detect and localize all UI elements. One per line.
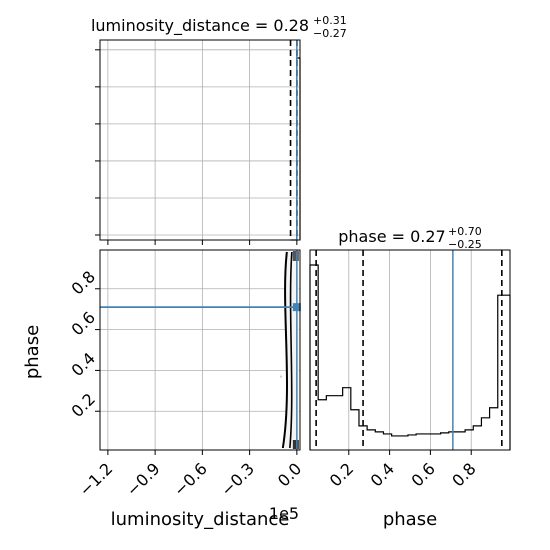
- x-tick-label-phase: 0.4: [367, 459, 398, 490]
- title-phase-minus: −0.25: [448, 238, 482, 251]
- plot-layer: 0.2 0.4 0.6 0.8 −1.2 −0.9 −0.6 −0.3 0.0 0.2 0.4 0.6…: [68, 39, 511, 500]
- histogram-phase: [309, 264, 511, 450]
- x-tick-label-luminosity-distance: −1.2: [75, 459, 116, 500]
- x-tick-label-phase: 0.2: [326, 459, 357, 490]
- y-tick-label-phase: 0.4: [68, 349, 99, 380]
- title-luminosity-distance: luminosity_distance = 0.28: [91, 16, 309, 36]
- sample-point: [279, 375, 283, 378]
- title-phase: phase = 0.27: [338, 227, 445, 246]
- x-offset-text: 1e5: [269, 504, 299, 523]
- title-phase-plus: +0.70: [448, 225, 482, 238]
- x-axis-label-luminosity-distance: luminosity_distance: [111, 509, 290, 530]
- y-tick-label-phase: 0.6: [68, 308, 99, 339]
- contour-inner: [289, 251, 293, 449]
- axes-frame-p3: [309, 249, 511, 451]
- axes-frame-p2: [99, 249, 301, 451]
- density-block-bottom: [292, 440, 299, 449]
- density-block-top: [292, 251, 299, 261]
- y-axis-label-phase: phase: [22, 325, 43, 379]
- x-axis-label-phase: phase: [383, 509, 437, 530]
- axes-frame-p1: [99, 39, 301, 241]
- contour-outer: [281, 251, 288, 449]
- truth-marker: [292, 303, 301, 312]
- title-luminosity-distance-plus: +0.31: [313, 14, 347, 27]
- y-tick-label-phase: 0.8: [68, 267, 99, 298]
- x-tick-label-luminosity-distance: −0.3: [217, 459, 258, 500]
- x-tick-label-phase: 0.6: [407, 459, 438, 490]
- x-tick-label-luminosity-distance: −0.6: [170, 459, 211, 500]
- x-tick-label-luminosity-distance: −0.9: [123, 459, 164, 500]
- x-tick-label-phase: 0.8: [448, 459, 479, 490]
- title-luminosity-distance-minus: −0.27: [313, 27, 347, 40]
- y-tick-label-phase: 0.2: [68, 389, 99, 420]
- x-tick-label-luminosity-distance: 0.0: [274, 459, 305, 490]
- histogram-luminosity-distance: [290, 57, 301, 241]
